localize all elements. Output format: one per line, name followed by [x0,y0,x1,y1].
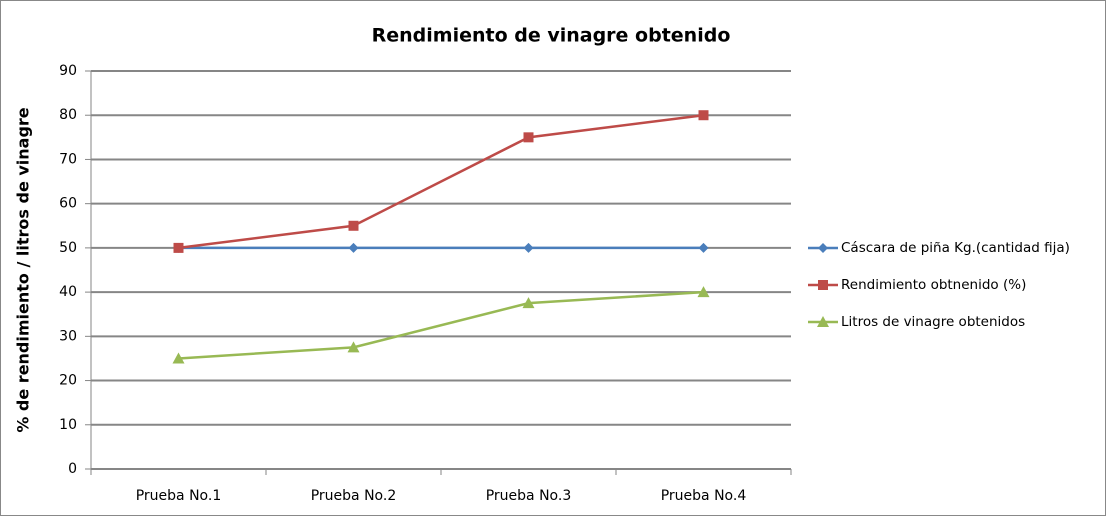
series-line [178,290,704,360]
data-point [523,242,534,253]
x-tick-label: Prueba No.4 [661,488,747,504]
y-tick-label: 10 [59,417,77,433]
y-tick-label: 90 [59,63,77,79]
legend-marker [818,280,828,290]
data-point [348,220,359,231]
x-tick-label: Prueba No.3 [486,488,572,504]
y-tick-label: 0 [68,461,77,477]
data-point [348,242,359,253]
data-point [522,297,535,309]
x-tick-label: Prueba No.1 [136,488,222,504]
data-point [347,341,360,353]
y-tick-label: 70 [59,151,77,167]
legend-label: Litros de vinagre obtenidos [841,314,1025,330]
data-point [698,242,709,253]
legend-marker [818,243,828,253]
y-tick-label: 30 [59,328,77,344]
series-line [178,113,704,250]
data-point [697,286,710,298]
data-point [698,110,709,121]
y-tick-label: 50 [59,240,77,256]
data-point [523,132,534,143]
y-tick-label: 40 [59,284,77,300]
legend-marker [817,316,829,327]
data-point [173,242,184,253]
legend-label: Rendimiento obtnenido (%) [841,277,1026,293]
data-point [172,352,185,364]
y-tick-label: 80 [59,107,77,123]
x-tick-label: Prueba No.2 [311,488,397,504]
legend-label: Cáscara de piña Kg.(cantidad fija) [841,240,1070,256]
y-axis-label: % de rendimiento / litros de vinagre [14,107,33,432]
y-tick-label: 60 [59,196,77,212]
chart-title: Rendimiento de vinagre obtenido [372,25,731,47]
y-tick-label: 20 [59,373,77,389]
